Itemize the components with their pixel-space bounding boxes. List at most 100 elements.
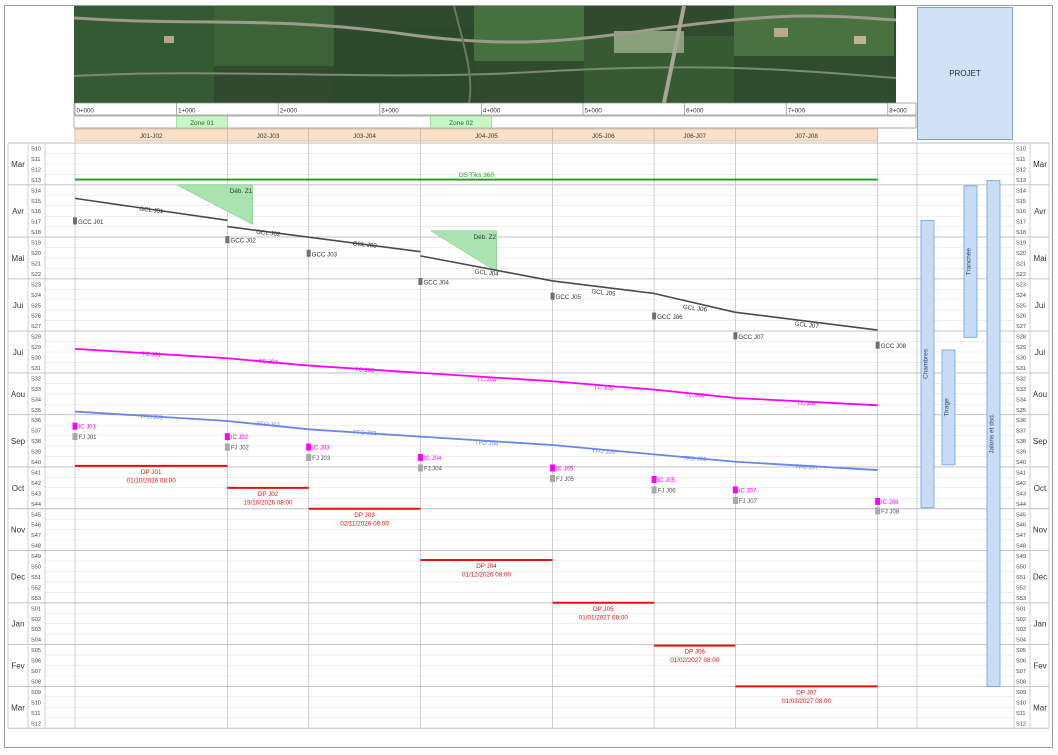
week-label-right: S08 <box>1016 679 1026 685</box>
week-label-right: S29 <box>1016 345 1026 351</box>
chainage-label: 1+000 <box>178 108 196 115</box>
project-bar <box>986 180 1001 687</box>
mobilisation-wedge <box>176 184 254 225</box>
week-label-right: S46 <box>1016 523 1026 529</box>
week-label-right: S31 <box>1016 366 1026 372</box>
fj-label: FJ J01 <box>79 435 98 441</box>
week-label-left: S23 <box>31 282 41 288</box>
ic-label: IC J08 <box>881 500 899 506</box>
week-label-right: S47 <box>1016 533 1026 539</box>
segment-header <box>735 128 878 142</box>
week-label-right: S17 <box>1016 220 1026 226</box>
month-label-left: Jui <box>13 301 23 310</box>
week-label-left: S45 <box>31 512 41 518</box>
tc-label: TC J01 <box>141 352 161 359</box>
project-bar-label: Chambres <box>923 348 930 379</box>
week-label-right: S42 <box>1016 481 1026 487</box>
week-label-left: S51 <box>31 575 41 581</box>
month-label-right: Oct <box>1034 484 1047 493</box>
week-label-right: S04 <box>1016 638 1026 644</box>
month-label-left: Sep <box>11 437 26 446</box>
gcc-label: GCC J03 <box>312 251 338 258</box>
chainage-label: 5+000 <box>585 108 603 115</box>
fj-marker <box>875 507 881 515</box>
fj-marker <box>550 474 556 482</box>
ic-label: IC J03 <box>312 446 330 452</box>
fj-marker <box>732 496 738 504</box>
fj-marker <box>417 464 423 472</box>
tc-label: TC J04 <box>477 377 497 384</box>
week-label-left: S44 <box>31 502 41 508</box>
week-label-right: S38 <box>1016 439 1026 445</box>
fj-marker <box>72 433 78 441</box>
week-label-left: S03 <box>31 627 41 633</box>
week-label-left: S07 <box>31 669 41 675</box>
month-label-right: Avr <box>1034 207 1046 216</box>
gcl-line <box>735 311 878 331</box>
gcl-label: GCL J06 <box>683 304 708 314</box>
week-label-left: S12 <box>31 167 41 173</box>
dp-date: 01/01/2027 08:00 <box>579 614 629 621</box>
fj-marker <box>224 443 230 451</box>
month-label-right: Mar <box>1033 160 1047 169</box>
week-label-left: S04 <box>31 638 41 644</box>
segment-label: J04-J05 <box>475 133 498 140</box>
month-label-left: Avr <box>12 207 24 216</box>
tc-label: TC J03 <box>355 367 375 374</box>
week-label-left: S09 <box>31 690 41 696</box>
tfo-label: TFO J03 <box>353 430 377 437</box>
dp-label: DP J07 <box>796 689 817 696</box>
chainage-label: 3+000 <box>381 108 399 115</box>
gcc-marker <box>652 312 657 320</box>
week-label-right: S26 <box>1016 314 1026 320</box>
gcc-label: GCC J02 <box>230 238 256 245</box>
week-label-right: S10 <box>1016 147 1026 153</box>
month-label-left: Mar <box>11 160 25 169</box>
ic-label: IC J05 <box>658 478 676 484</box>
week-label-right: S11 <box>1016 711 1026 717</box>
month-label-right: Sep <box>1033 437 1048 446</box>
week-label-left: S10 <box>31 700 41 706</box>
ic-marker <box>224 433 230 441</box>
month-label-right: Mar <box>1033 703 1047 712</box>
week-label-right: S45 <box>1016 512 1026 518</box>
header-layer: 0+000 1+000 2+000 3+000 4+000 5+000 6+000 7+000… <box>73 102 917 142</box>
week-label-left: S02 <box>31 617 41 623</box>
gcl-line <box>552 280 655 295</box>
week-label-right: S36 <box>1016 418 1026 424</box>
month-label-left: Mar <box>11 703 25 712</box>
week-label-left: S06 <box>31 659 41 665</box>
tc-label: TC J05 <box>594 385 614 392</box>
fj-label: FJ J02 <box>231 446 250 452</box>
ic-marker <box>732 486 738 494</box>
ic-marker <box>550 464 556 472</box>
week-label-left: S08 <box>31 679 41 685</box>
week-label-left: S39 <box>31 450 41 456</box>
left-axis: S10 S11 S12 S13 S14 S15 S16 S17 S18 S19 S20 S21 S22 S… <box>11 147 41 728</box>
week-label-left: S38 <box>31 439 41 445</box>
gcc-label: GCC J06 <box>657 314 683 321</box>
week-label-left: S30 <box>31 356 41 362</box>
fj-label: FJ J06 <box>658 488 677 494</box>
gcc-marker <box>225 236 230 244</box>
fj-label: FJ J08 <box>881 509 900 515</box>
week-label-right: S03 <box>1016 627 1026 633</box>
gcc-marker <box>418 277 423 285</box>
week-label-right: S30 <box>1016 356 1026 362</box>
zone-label: Zone 01 <box>190 120 214 127</box>
week-label-left: S33 <box>31 387 41 393</box>
week-label-right: S10 <box>1016 700 1026 706</box>
week-label-right: S34 <box>1016 397 1026 403</box>
week-label-left: S05 <box>31 648 41 654</box>
project-label: PROJET <box>949 69 981 78</box>
zone-box <box>430 115 492 129</box>
project-bar-label: Tranchée <box>966 248 973 276</box>
fj-label: FJ J04 <box>424 466 443 472</box>
zone-box <box>176 115 228 129</box>
segment-label: J01-J02 <box>140 133 163 140</box>
mobilisation-wedge <box>429 230 497 272</box>
project-bar <box>963 185 978 338</box>
gcc-marker <box>550 292 555 300</box>
gcc-marker <box>875 341 880 349</box>
week-label-right: S19 <box>1016 241 1026 247</box>
